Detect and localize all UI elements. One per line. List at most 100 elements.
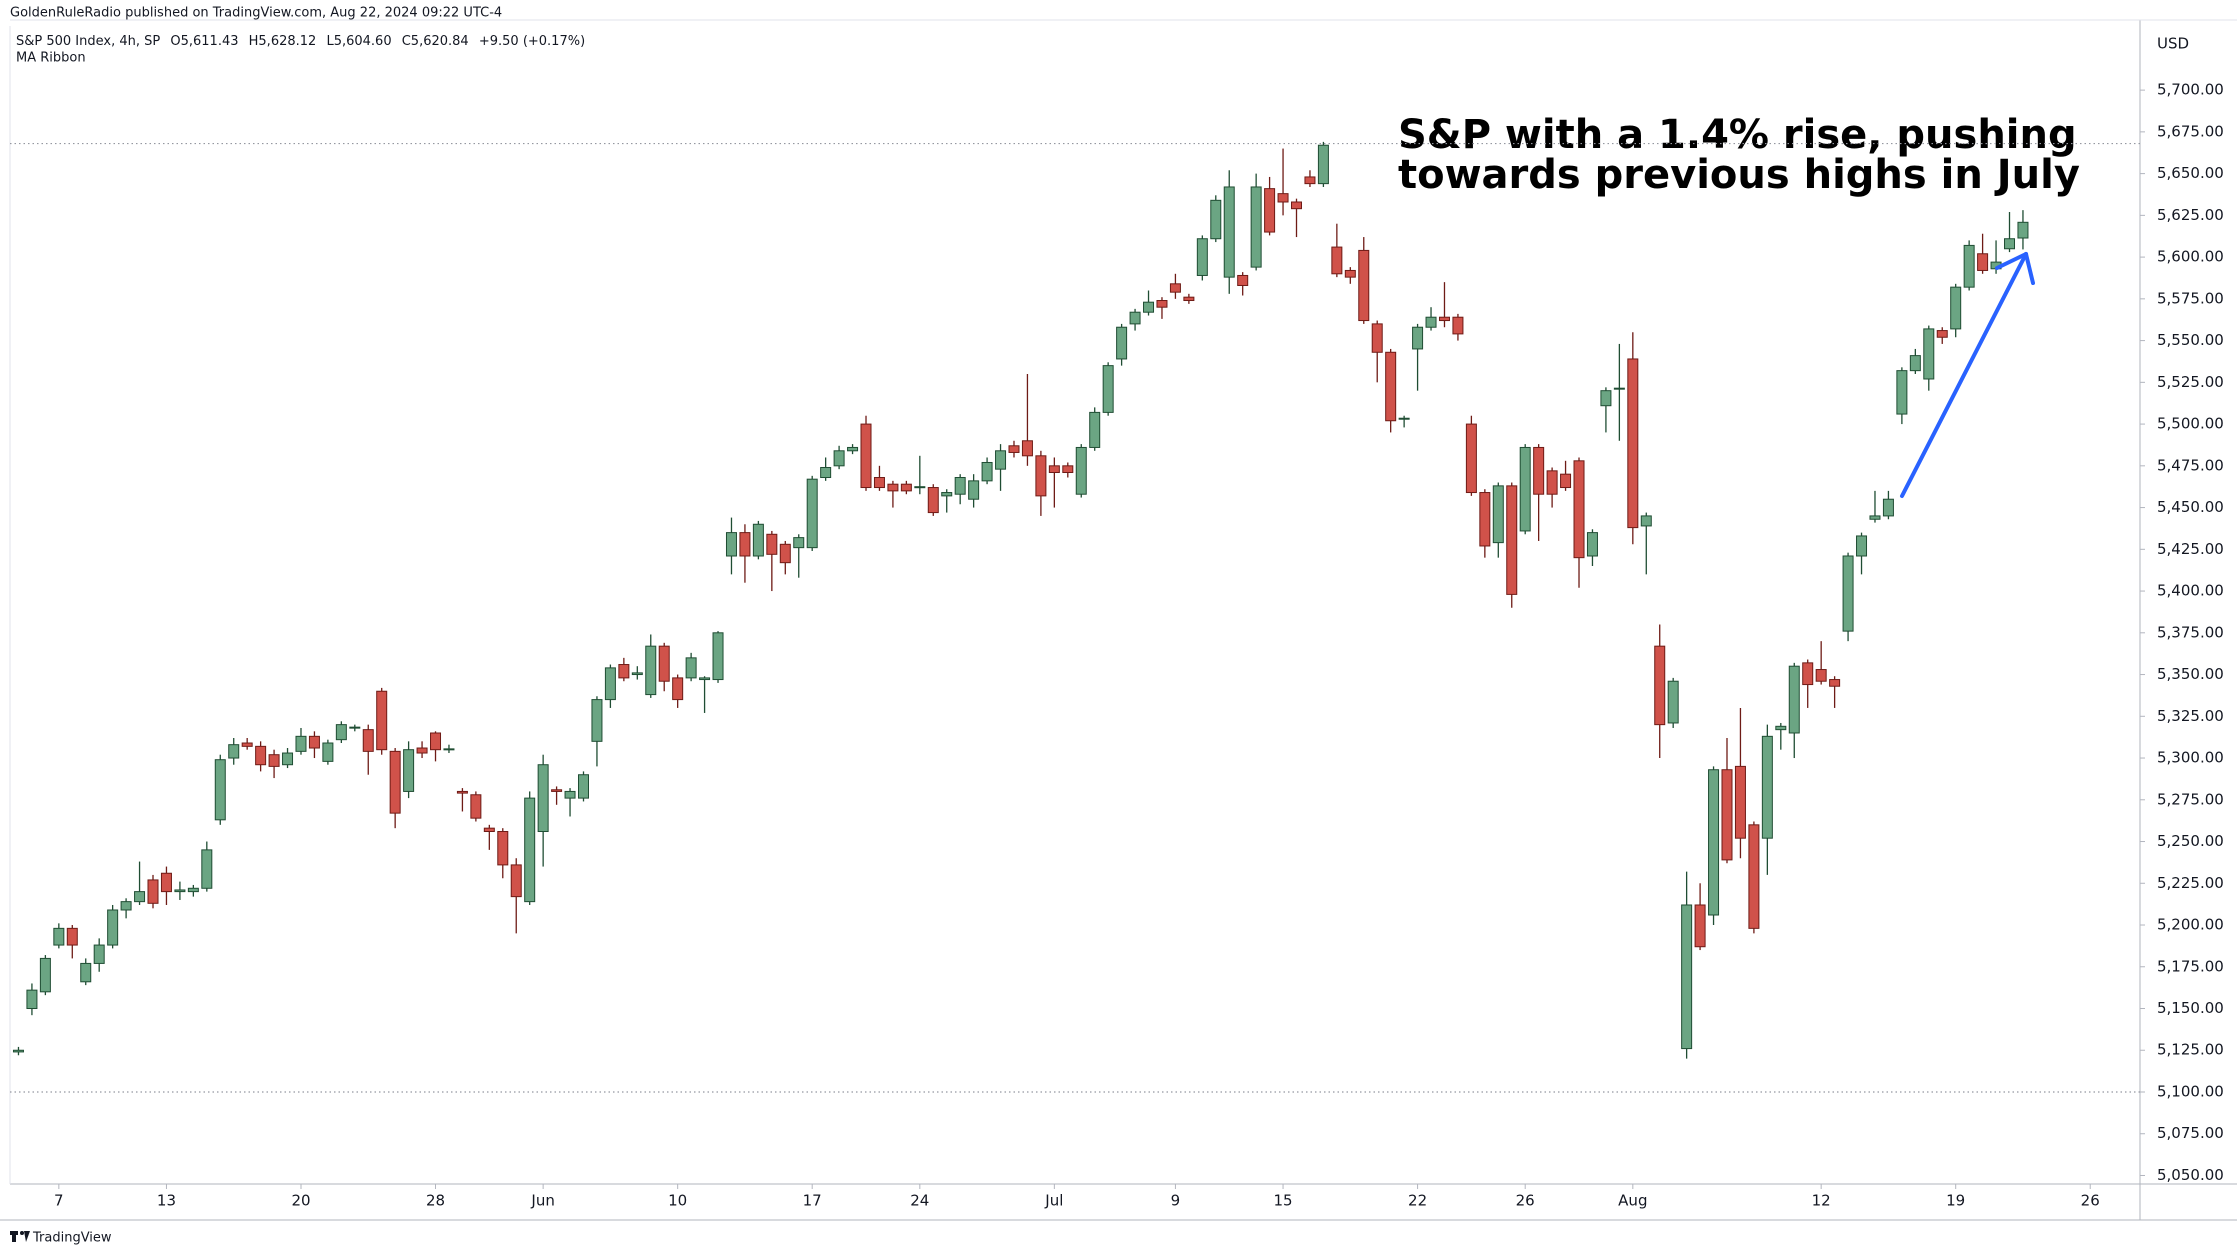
x-tick-label: 28 — [426, 1192, 445, 1210]
candle-body — [1344, 269, 1356, 278]
y-tick-label: 5,700.00 — [2157, 81, 2224, 99]
y-tick-label: 5,200.00 — [2157, 916, 2224, 934]
y-tick-label: 5,550.00 — [2157, 331, 2224, 349]
candle-body — [1748, 824, 1760, 929]
candle-body — [80, 962, 92, 983]
candle-body — [268, 754, 280, 767]
x-tick-label: Jul — [1044, 1192, 1063, 1210]
candle-body — [282, 752, 294, 766]
candle-body — [1317, 144, 1329, 185]
candle-body — [1788, 665, 1800, 734]
candle-body — [1129, 311, 1141, 325]
x-tick-label: Jun — [530, 1192, 554, 1210]
candle-body — [1977, 253, 1989, 271]
change-value: +9.50 (+0.17%) — [479, 34, 585, 49]
candle-body — [1815, 669, 1827, 682]
currency: USD — [2157, 35, 2189, 53]
candle-body — [1492, 485, 1504, 544]
candle-body — [1708, 769, 1720, 916]
candle-body — [1560, 473, 1572, 489]
x-tick-label: 10 — [668, 1192, 687, 1210]
candle-body — [1102, 365, 1114, 413]
y-tick-label: 5,275.00 — [2157, 790, 2224, 808]
publisher: GoldenRuleRadio published on TradingView… — [10, 6, 502, 21]
indicator: MA Ribbon — [16, 51, 86, 66]
candle-body — [1600, 390, 1612, 407]
candle-body — [631, 672, 643, 676]
candle-body — [1210, 199, 1222, 240]
candle-body — [752, 523, 764, 557]
x-tick-label: Aug — [1618, 1192, 1647, 1210]
candle-body — [658, 645, 670, 682]
candle-body — [1909, 355, 1921, 372]
candle-body — [403, 749, 415, 792]
candle-body — [1237, 274, 1249, 286]
candle-body — [1398, 417, 1410, 420]
candles — [10, 141, 2140, 1093]
candle-body — [1223, 186, 1235, 278]
low-value: L5,604.60 — [326, 34, 391, 49]
close-value: C5,620.84 — [402, 34, 469, 49]
high-value: H5,628.12 — [249, 34, 317, 49]
y-tick-label: 5,600.00 — [2157, 248, 2224, 266]
candle-body — [1882, 498, 1894, 517]
candle-body — [1250, 186, 1262, 268]
candle-body — [2017, 221, 2029, 239]
candle-body — [1654, 645, 1666, 726]
candle-body — [1452, 316, 1464, 335]
y-tick-label: 5,500.00 — [2157, 415, 2224, 433]
candle-body — [1506, 485, 1518, 595]
candle-body — [1869, 515, 1881, 520]
arrow-shaft — [1900, 252, 2028, 498]
candle-body — [618, 664, 630, 679]
arrow-head — [2024, 252, 2035, 285]
candle-body — [241, 742, 253, 747]
candle-body — [1075, 446, 1087, 495]
candle-body — [456, 790, 468, 794]
y-tick-label: 5,050.00 — [2157, 1166, 2224, 1184]
candle-body — [995, 450, 1007, 470]
candle-body — [1425, 316, 1437, 328]
x-tick-label: 17 — [803, 1192, 822, 1210]
candle-body — [1008, 445, 1020, 453]
candle-body — [806, 478, 818, 549]
candle-body — [187, 887, 199, 893]
candle-body — [1586, 532, 1598, 557]
candle-body — [1761, 735, 1773, 839]
candle-body — [1829, 679, 1841, 687]
candle-body — [53, 927, 65, 946]
candle-body — [1291, 201, 1303, 210]
y-tick-label: 5,250.00 — [2157, 832, 2224, 850]
candle-body — [672, 677, 684, 701]
candle-body — [174, 889, 186, 893]
candle-body — [1627, 358, 1639, 529]
candle-body — [1465, 423, 1477, 494]
y-tick-label: 5,400.00 — [2157, 582, 2224, 600]
logo-mark — [24, 1231, 30, 1242]
y-tick-label: 5,425.00 — [2157, 540, 2224, 558]
candle-body — [900, 483, 912, 492]
candle-body — [26, 989, 38, 1010]
candle-body — [1640, 515, 1652, 527]
y-tick-label: 5,225.00 — [2157, 874, 2224, 892]
open-value: O5,611.43 — [170, 34, 238, 49]
candle-body — [1856, 535, 1868, 557]
x-tick-label: 26 — [1516, 1192, 1535, 1210]
candle-body — [860, 423, 872, 489]
candle-body — [93, 944, 105, 964]
candle-body — [1331, 246, 1343, 275]
candle-body — [524, 797, 536, 903]
candle-body — [201, 849, 213, 889]
logo-mark — [12, 1231, 16, 1242]
candle-body — [1479, 492, 1491, 547]
candle-body — [833, 450, 845, 467]
candle-body — [847, 446, 859, 452]
candle-body — [255, 745, 267, 766]
candle-body — [1681, 904, 1693, 1050]
candle-body — [645, 645, 657, 696]
y-tick-label: 5,450.00 — [2157, 498, 2224, 516]
candle-body — [1950, 286, 1962, 330]
candle-body — [389, 750, 401, 814]
candle-body — [1721, 769, 1733, 861]
